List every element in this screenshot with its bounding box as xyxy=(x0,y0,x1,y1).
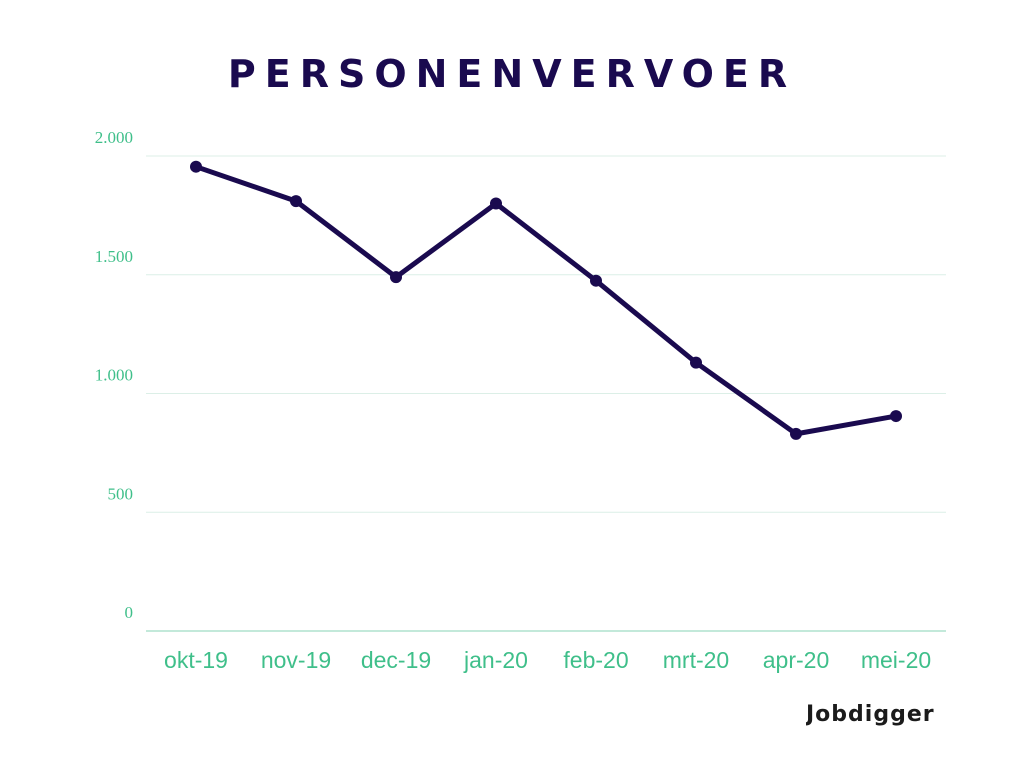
data-point xyxy=(290,195,302,208)
y-axis-ticks: 0 500 1.000 1.500 2.000 xyxy=(95,128,133,622)
data-point xyxy=(590,274,602,287)
data-point xyxy=(490,197,502,210)
data-point xyxy=(790,427,802,440)
y-tick-label: 2.000 xyxy=(95,128,133,147)
y-tick-label: 1.000 xyxy=(95,366,133,385)
series-line xyxy=(193,164,899,437)
x-axis-ticks: okt-19 nov-19 dec-19 jan-20 feb-20 mrt-20 apr-… xyxy=(164,647,931,673)
data-point xyxy=(690,356,702,369)
gridlines xyxy=(146,155,946,632)
x-tick-label: dec-19 xyxy=(361,647,431,673)
data-point xyxy=(390,271,402,284)
chart-title: PERSONENVERVOER xyxy=(227,52,797,96)
x-tick-label: jan-20 xyxy=(463,647,528,673)
y-tick-label: 500 xyxy=(108,484,134,503)
x-tick-label: mei-20 xyxy=(861,647,931,673)
x-tick-label: okt-19 xyxy=(164,647,228,673)
data-point xyxy=(190,160,202,173)
x-tick-label: feb-20 xyxy=(563,647,628,673)
jobdigger-logo: Jobdigger xyxy=(806,702,935,727)
series-layer xyxy=(190,160,902,440)
x-tick-label: nov-19 xyxy=(261,647,331,673)
data-point xyxy=(890,410,902,423)
y-tick-label: 0 xyxy=(125,603,134,622)
logo-text: Jobdigger xyxy=(806,702,935,727)
x-tick-label: mrt-20 xyxy=(663,647,729,673)
x-tick-label: apr-20 xyxy=(763,647,829,673)
y-tick-label: 1.500 xyxy=(95,247,133,266)
